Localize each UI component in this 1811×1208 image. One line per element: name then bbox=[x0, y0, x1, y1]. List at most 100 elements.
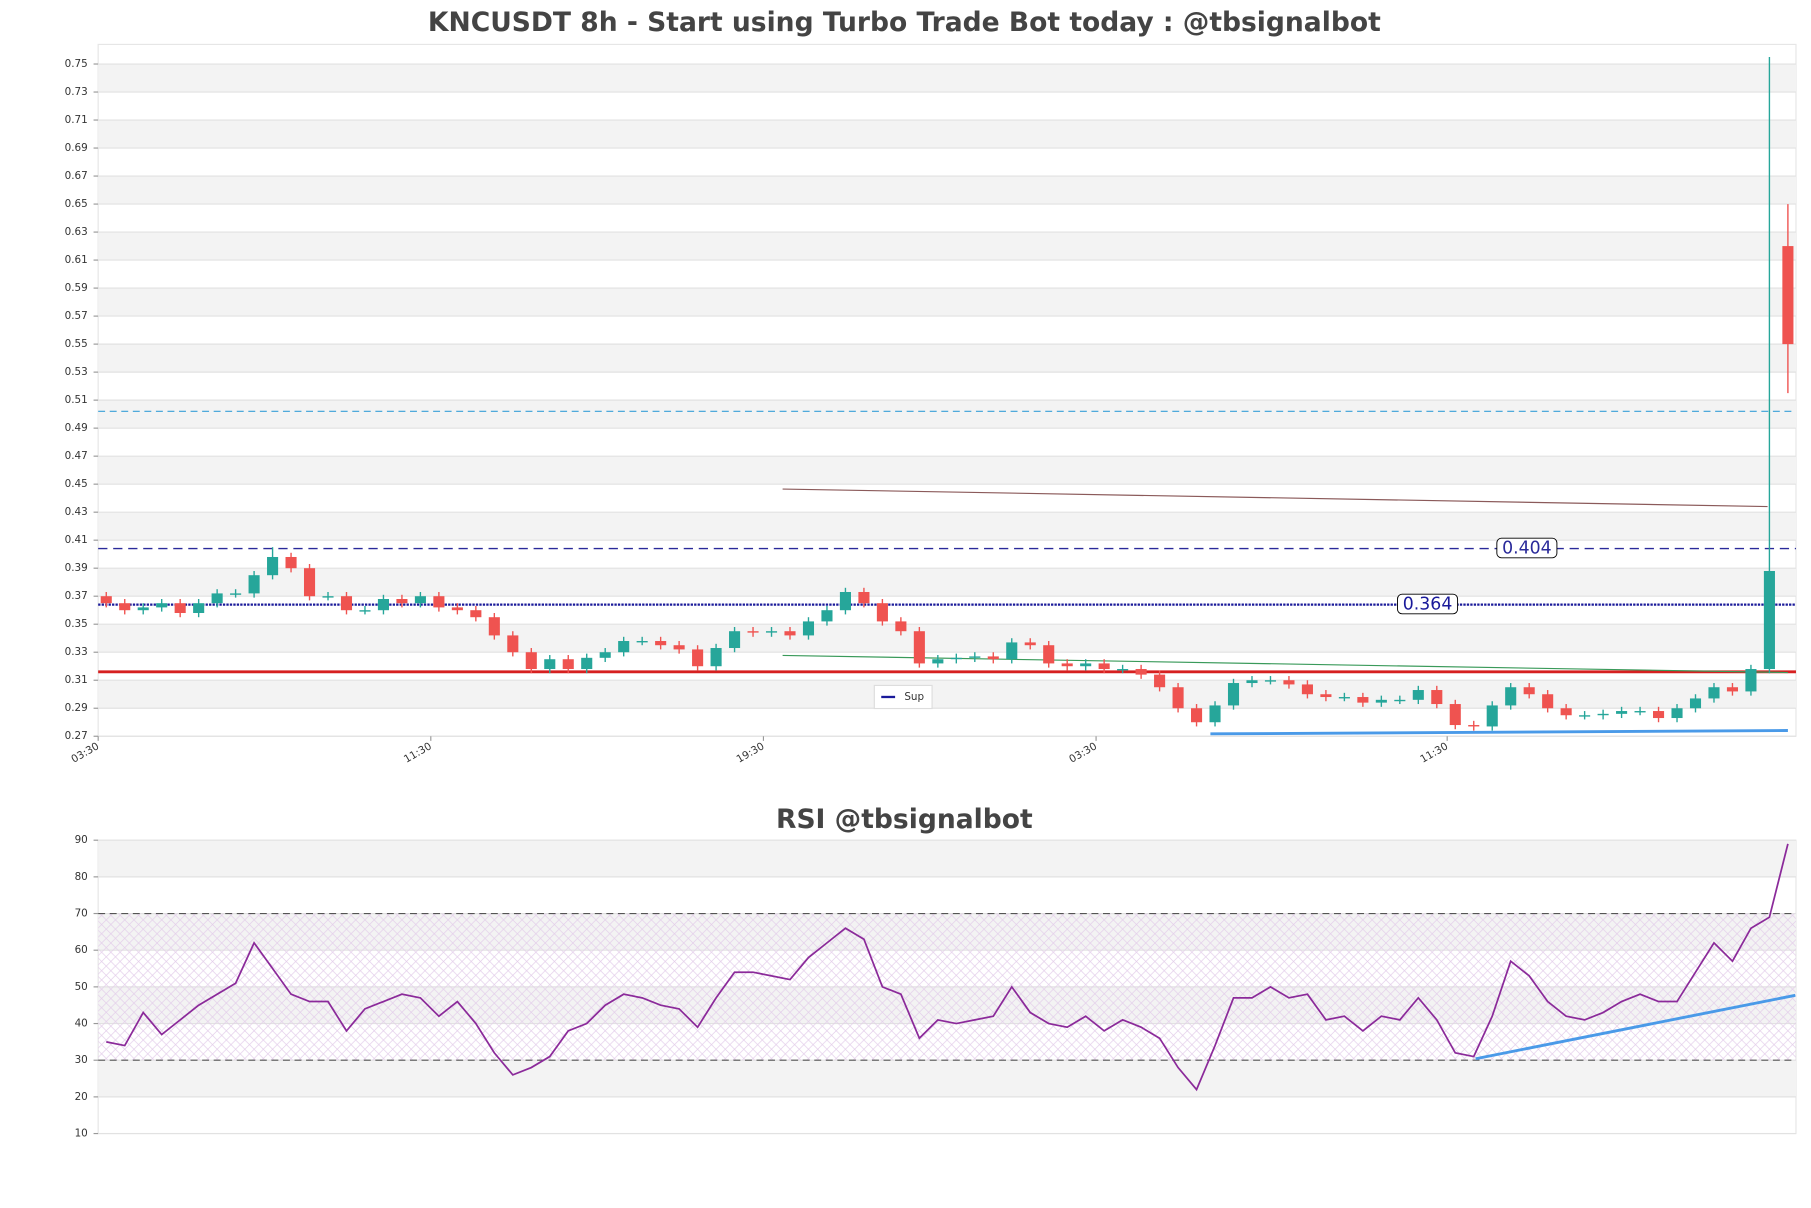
plot-area bbox=[97, 43, 1797, 737]
candle-body bbox=[802, 621, 815, 636]
candle-body bbox=[377, 598, 389, 611]
grid-band bbox=[98, 120, 1796, 149]
legend-box bbox=[873, 684, 933, 710]
candle-body bbox=[636, 641, 648, 643]
y-tick-label: 0.75 bbox=[65, 58, 88, 70]
candle-body bbox=[470, 610, 482, 618]
candle-body bbox=[1024, 642, 1036, 646]
candle-body bbox=[1006, 642, 1018, 660]
y-tick-label: 0.27 bbox=[65, 730, 88, 742]
level-label-box bbox=[1496, 537, 1558, 559]
y-tick-label: 0.61 bbox=[65, 254, 88, 266]
candle-body bbox=[414, 596, 426, 604]
candle-body bbox=[1726, 687, 1739, 692]
y-tick-label: 0.67 bbox=[65, 170, 88, 182]
y-tick-label: 60 bbox=[75, 944, 88, 956]
candle-body bbox=[119, 603, 131, 611]
x-tick-label: 03:30 bbox=[69, 740, 101, 765]
candle-body bbox=[1301, 684, 1313, 695]
trend-line bbox=[782, 654, 1788, 674]
y-tick-label: 0.51 bbox=[65, 394, 88, 406]
y-tick-label: 0.63 bbox=[65, 226, 88, 238]
candle-body bbox=[488, 617, 500, 636]
y-tick-label: 0.33 bbox=[65, 646, 88, 658]
candle-body bbox=[1449, 704, 1461, 726]
candle-body bbox=[1486, 705, 1498, 727]
candle-body bbox=[211, 593, 223, 604]
candle-body bbox=[451, 607, 463, 611]
candle-body bbox=[1209, 705, 1221, 723]
chart-title: KNCUSDT 8h - Start using Turbo Trade Bot… bbox=[428, 7, 1381, 38]
candle-body bbox=[692, 649, 704, 667]
y-tick-label: 0.29 bbox=[65, 702, 88, 714]
grid-band bbox=[98, 1060, 1796, 1097]
candle-body bbox=[932, 659, 944, 664]
y-tick-label: 0.73 bbox=[65, 86, 88, 98]
candle-body bbox=[1191, 708, 1203, 723]
candle-body bbox=[1597, 713, 1609, 716]
candle-body bbox=[285, 556, 297, 569]
candle-body bbox=[1671, 708, 1683, 719]
y-tick-label: 0.45 bbox=[65, 478, 88, 490]
candle-body bbox=[174, 603, 186, 614]
neutral-zone bbox=[98, 913, 1796, 1061]
candle-body bbox=[1468, 725, 1480, 727]
grid-band bbox=[98, 568, 1796, 597]
y-tick-label: 0.49 bbox=[65, 422, 88, 434]
candle-body bbox=[1652, 711, 1665, 719]
candle-body bbox=[1320, 694, 1332, 698]
x-tick-label: 03:30 bbox=[1067, 740, 1099, 765]
y-tick-label: 0.47 bbox=[65, 450, 88, 462]
candle-body bbox=[525, 652, 537, 670]
candle-body bbox=[322, 596, 334, 598]
candle-body bbox=[765, 631, 778, 633]
candle-body bbox=[1246, 680, 1258, 684]
candle-body bbox=[1172, 687, 1184, 709]
candle-body bbox=[876, 603, 888, 622]
candle-body bbox=[1745, 669, 1757, 692]
y-tick-label: 0.37 bbox=[65, 590, 88, 602]
grid-band bbox=[98, 624, 1796, 653]
candle-body bbox=[1264, 680, 1277, 682]
candle-body bbox=[1560, 708, 1572, 716]
trend-line bbox=[1210, 729, 1788, 736]
candle-body bbox=[193, 603, 205, 614]
candle-body bbox=[599, 652, 611, 658]
candle-body bbox=[396, 598, 408, 604]
candle-body bbox=[137, 607, 149, 611]
y-tick-label: 0.35 bbox=[65, 618, 88, 630]
candle-body bbox=[1375, 699, 1387, 703]
candle-body bbox=[821, 610, 833, 622]
grid-band bbox=[98, 176, 1796, 205]
candle-body bbox=[359, 610, 371, 612]
candle-body bbox=[1505, 687, 1517, 706]
candle-body bbox=[156, 603, 168, 608]
y-tick-label: 0.31 bbox=[65, 674, 88, 686]
grid-band bbox=[98, 344, 1796, 373]
y-tick-label: 0.55 bbox=[65, 338, 88, 350]
grid-band bbox=[98, 232, 1796, 261]
y-tick-label: 0.41 bbox=[65, 534, 88, 546]
grid-band bbox=[98, 400, 1796, 429]
legend-label: Sup bbox=[904, 691, 924, 703]
candle-body bbox=[581, 657, 593, 670]
candle-body bbox=[1135, 669, 1147, 675]
y-tick-label: 70 bbox=[75, 908, 88, 920]
y-tick-label: 30 bbox=[75, 1054, 88, 1066]
candle-body bbox=[1043, 645, 1055, 664]
y-tick-label: 0.69 bbox=[65, 142, 88, 154]
y-tick-label: 90 bbox=[75, 834, 88, 846]
candle-body bbox=[507, 635, 519, 653]
candle-body bbox=[618, 641, 630, 653]
candle-body bbox=[1061, 663, 1073, 667]
y-tick-label: 0.43 bbox=[65, 506, 88, 518]
y-tick-label: 0.57 bbox=[65, 310, 88, 322]
grid-band bbox=[98, 840, 1796, 877]
candle-body bbox=[267, 556, 279, 576]
candle-body bbox=[673, 645, 685, 650]
candle-body bbox=[562, 659, 574, 670]
candle-body bbox=[1763, 570, 1775, 670]
candle-body bbox=[1542, 694, 1554, 709]
level-label: 0.364 bbox=[1403, 595, 1453, 615]
